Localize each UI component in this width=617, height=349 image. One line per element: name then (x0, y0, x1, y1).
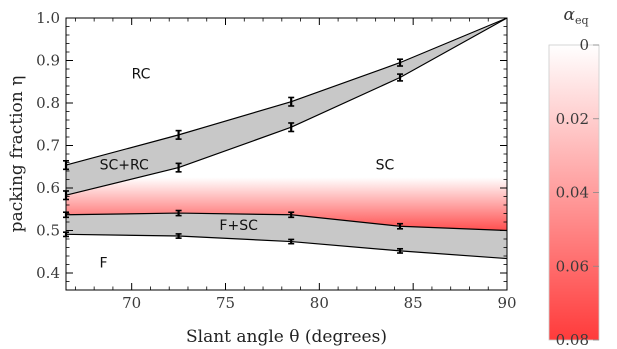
x-tick-label: 75 (216, 294, 235, 312)
x-axis-ticks: 70 75 80 85 90 (74, 18, 517, 312)
y-tick-label: 0.5 (36, 222, 60, 240)
y-axis-ticks: 0.4 0.5 0.6 0.7 0.8 0.9 1.0 (36, 9, 507, 282)
x-tick-label: 85 (404, 294, 423, 312)
boundary-line-1 (65, 17, 508, 166)
x-tick-label: 70 (122, 294, 141, 312)
colorbar-gradient (548, 44, 600, 341)
x-tick-label: 80 (310, 294, 329, 312)
y-axis-title: packing fraction η (7, 76, 27, 233)
region-label-f: F (100, 255, 108, 271)
colorbar-title: αeq (563, 5, 588, 27)
region-label-sc: SC (376, 158, 395, 174)
region-fills (66, 18, 507, 259)
region-label-sc-plus-rc: SC+RC (100, 158, 149, 174)
y-tick-label: 0.6 (36, 179, 60, 197)
colorbar-tick-label: 0.02 (556, 110, 589, 128)
x-tick-label: 90 (497, 294, 516, 312)
region-labels: RC SC+RC SC F+SC F (100, 66, 395, 271)
x-axis-title: Slant angle θ (degrees) (186, 327, 387, 347)
colorbar-title-subscript: eq (575, 14, 589, 27)
colorbar-ticks: 0 0.02 0.04 0.06 0.08 (556, 36, 599, 349)
colorbar-title-symbol: α (563, 5, 575, 25)
y-tick-label: 1.0 (36, 9, 60, 27)
y-tick-label: 0.7 (36, 137, 60, 155)
colorbar-tick-label: 0.04 (556, 184, 589, 202)
colorbar-tick-label: 0 (579, 36, 589, 54)
y-tick-label: 0.8 (36, 94, 60, 112)
lower-coexistence-band (66, 213, 507, 259)
error-bars (63, 58, 404, 254)
colorbar-tick-label: 0.08 (556, 331, 589, 349)
alpha-gradient-region (66, 177, 507, 231)
y-tick-label: 0.4 (36, 264, 60, 282)
region-label-f-plus-sc: F+SC (219, 218, 258, 234)
y-tick-label: 0.9 (36, 52, 60, 70)
colorbar-tick-label: 0.06 (556, 257, 589, 275)
region-label-rc: RC (132, 66, 151, 82)
colorbar: 0 0.02 0.04 0.06 0.08 αeq (548, 5, 600, 349)
upper-coexistence-band (66, 18, 507, 196)
